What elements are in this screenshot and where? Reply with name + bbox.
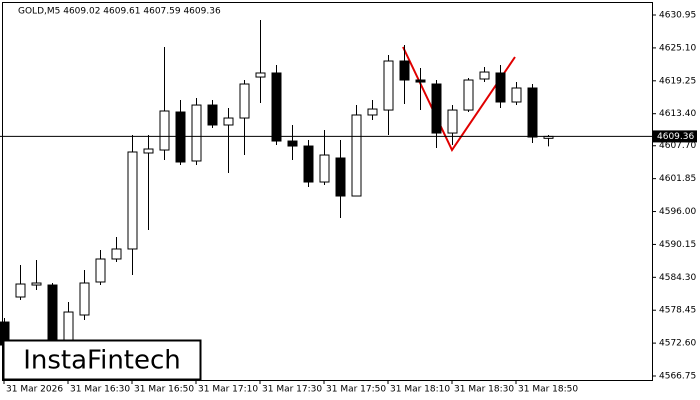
candle-body <box>239 83 250 119</box>
candle-body <box>15 283 26 298</box>
price-label: 4609.36 <box>657 132 694 142</box>
x-tick-label: 31 Mar 18:50 <box>518 385 578 395</box>
y-tick-label: 4619.25 <box>659 76 696 86</box>
y-tick-label: 4607.70 <box>659 141 696 151</box>
y-tick-label: 4584.30 <box>659 273 696 283</box>
candle-body <box>191 104 202 162</box>
watermark: InstaFintech <box>23 346 181 376</box>
candle-body <box>127 151 138 250</box>
candle-body <box>47 284 58 346</box>
x-tick-label: 31 Mar 18:30 <box>454 385 514 395</box>
x-tick-label: 31 Mar 17:50 <box>326 385 386 395</box>
y-tick-label: 4613.40 <box>659 109 696 119</box>
candle-body <box>399 60 410 81</box>
candle-body <box>495 72 506 103</box>
candle-body <box>511 87 522 103</box>
candle-body <box>31 282 42 286</box>
candle-body <box>335 157 346 197</box>
y-tick-label: 4625.10 <box>659 43 696 53</box>
candle-body <box>447 109 458 134</box>
candle-body <box>111 248 122 260</box>
candle-body <box>479 71 490 80</box>
candle-body <box>255 72 266 78</box>
candle-body <box>207 104 218 126</box>
y-tick-label: 4590.15 <box>659 240 696 250</box>
candle-body <box>351 114 362 197</box>
candle-body <box>271 72 282 142</box>
candle-body <box>159 110 170 151</box>
candle-body <box>319 154 330 183</box>
candle-body <box>79 282 90 316</box>
candle-body <box>175 111 186 163</box>
candle-body <box>303 145 314 183</box>
y-tick-label: 4566.75 <box>659 372 696 382</box>
chart-title: GOLD,M5 4609.02 4609.61 4607.59 4609.36 <box>18 7 221 17</box>
candle-body <box>463 79 474 111</box>
x-tick-label: 31 Mar 17:10 <box>198 385 258 395</box>
x-tick-label: 31 Mar 16:50 <box>134 385 194 395</box>
y-tick-label: 4578.45 <box>659 306 696 316</box>
y-tick-label: 4630.95 <box>659 11 696 21</box>
x-tick-label: 31 Mar 17:30 <box>262 385 322 395</box>
candle-body <box>223 117 234 126</box>
y-tick-label: 4601.85 <box>659 174 696 184</box>
plot-frame <box>2 2 653 381</box>
candle-body <box>527 87 538 138</box>
x-tick-label: 31 Mar 18:10 <box>390 385 450 395</box>
candle-body <box>367 108 378 116</box>
logo-box <box>2 339 202 381</box>
candle-body <box>143 148 154 154</box>
candle-body <box>431 83 442 134</box>
logo: InstaFintech <box>2 339 202 381</box>
y-tick-label: 4572.60 <box>659 339 696 349</box>
x-tick-label: 31 Mar 2026 <box>6 385 63 395</box>
candle-body <box>415 79 426 83</box>
candle-body <box>287 140 298 147</box>
x-tick-label: 31 Mar 16:30 <box>70 385 130 395</box>
price-label-box <box>653 130 697 143</box>
y-tick-label: 4596.00 <box>659 207 696 217</box>
candle-body <box>383 60 394 111</box>
candle-body <box>95 258 106 283</box>
